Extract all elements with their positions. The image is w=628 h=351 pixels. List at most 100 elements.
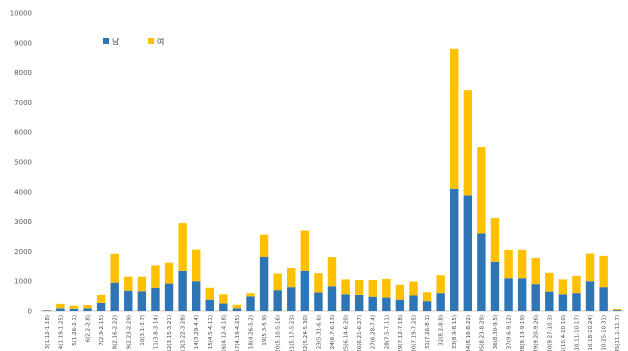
bar-segment-female <box>219 294 228 304</box>
bar-segment-male <box>572 293 581 311</box>
bar-segment-male <box>545 291 554 311</box>
bar-segment-female <box>599 255 608 288</box>
bar-segment-female <box>490 218 500 262</box>
bar-segment-female <box>314 273 323 293</box>
bar-segment-male <box>314 292 323 311</box>
bar-segment-female <box>341 279 350 295</box>
bar-segment-female <box>164 262 174 284</box>
x-tick-label: 13(3.22-3.28) <box>181 315 187 351</box>
x-tick-label: 26(6.21-6.27) <box>357 315 363 351</box>
bar-segment-female <box>300 230 310 271</box>
bar-segment-male <box>504 278 513 311</box>
bar-segment-female <box>436 275 445 294</box>
y-tick-label: 2000 <box>14 248 32 256</box>
x-tick-label: 17(4.19-4.25) <box>235 315 241 351</box>
y-tick-label: 0 <box>28 308 32 316</box>
bar-segment-female <box>259 234 269 257</box>
x-axis-labels: 3(1.12-1.18) 4(1.19-1.25) 5(1.26-2.1) 6(2.2… <box>45 315 621 351</box>
bar-segment-female <box>287 268 296 288</box>
x-tick-label: 27(6.28-7.4) <box>371 315 377 349</box>
bar-segment-male <box>191 281 201 311</box>
bar-segment-female <box>191 249 201 282</box>
x-tick-label: 18(4.26-5.2) <box>249 315 255 349</box>
bar-segment-female <box>545 272 554 292</box>
bar-segment-male <box>164 283 174 311</box>
bar-segment-male <box>585 281 595 311</box>
legend-label: 남 <box>112 38 120 47</box>
x-tick-label: 45(11.1-11.7) <box>615 315 621 351</box>
x-tick-label: 42(10.11-10.17) <box>574 315 580 351</box>
bar-segment-male <box>450 188 459 311</box>
bar-segment-male <box>205 299 214 311</box>
bar-segment-female <box>382 278 391 298</box>
x-tick-label: 28(7.5-7.11) <box>384 315 390 349</box>
bar-segment-male <box>110 282 119 311</box>
bar-segment-male <box>178 270 187 311</box>
bar-segment-male <box>56 308 65 311</box>
x-tick-label: 31(7.26-8.1) <box>425 315 431 349</box>
x-tick-label: 40(9.27-10.3) <box>547 315 553 351</box>
bar-segment-female <box>477 147 486 234</box>
bar-segment-female <box>531 257 540 285</box>
bar-segment-female <box>450 48 459 189</box>
bar-segment-male <box>124 290 133 311</box>
bar-segment-male <box>409 295 418 311</box>
bar-segment-female <box>151 265 160 288</box>
y-tick-label: 5000 <box>14 159 32 167</box>
bar-segment-female <box>409 281 418 296</box>
x-tick-label: 4(1.19-1.25) <box>58 315 64 349</box>
x-tick-label: 30(7.19-7.25) <box>411 315 417 351</box>
x-tick-label: 44(10.25-10.31) <box>602 315 608 351</box>
bar-segment-male <box>219 303 228 311</box>
bar-segment-female <box>246 293 255 297</box>
bar-segment-male <box>558 294 568 311</box>
bar-segment-male <box>613 310 622 311</box>
x-tick-label: 35(8.23-8.29) <box>479 315 485 351</box>
y-tick-label: 10000 <box>10 10 32 18</box>
x-tick-label: 6(2.2-2.8) <box>86 315 92 342</box>
x-tick-label: 32(8.2-8.8) <box>439 315 445 346</box>
x-tick-label: 11(3.8-3.14) <box>153 315 159 349</box>
bar-segment-female <box>585 253 595 282</box>
x-tick-label: 15(4.5-4.11) <box>208 315 214 349</box>
bar-segment-female <box>137 276 147 292</box>
bar-segment-male <box>477 233 486 311</box>
bar-segment-male <box>327 286 337 311</box>
bar-segment-male <box>300 270 310 311</box>
bar-segment-female <box>110 253 119 283</box>
x-tick-label: 43(10.18-10.24) <box>588 315 594 351</box>
bar-segment-female <box>124 276 133 291</box>
x-tick-label: 41(10.4-10.10) <box>561 315 567 351</box>
x-tick-label: 23(5.31-6.6) <box>316 315 322 349</box>
x-tick-label: 39(9.20-9.26) <box>534 315 540 351</box>
x-tick-label: 16(4.12-4.18) <box>221 315 227 351</box>
bar-segment-male <box>517 278 527 311</box>
y-axis: 0 1000 2000 3000 4000 5000 6000 7000 8000 9000 100… <box>10 10 32 316</box>
x-tick-label: 5(1.26-2.1) <box>72 315 78 346</box>
bar-segment-male <box>354 294 364 311</box>
bar-segment-male <box>137 291 147 311</box>
bar-segment-female <box>327 257 337 287</box>
x-tick-label: 29(7.12-7.18) <box>398 315 404 351</box>
legend-swatch <box>103 38 109 44</box>
bar-segment-female <box>96 294 106 303</box>
bar-segment-male <box>422 301 432 311</box>
bar-segment-male <box>42 310 51 311</box>
bar-segment-female <box>504 249 513 279</box>
legend-label: 여 <box>157 37 164 47</box>
x-tick-label: 9(2.23-2.29) <box>126 315 132 349</box>
bar-segment-male <box>246 296 255 311</box>
bar-segment-female <box>56 303 65 309</box>
x-tick-label: 8(2.16-2.22) <box>113 315 119 349</box>
bar-segment-male <box>341 294 350 311</box>
bar-segment-male <box>368 296 377 311</box>
y-tick-label: 9000 <box>14 39 32 47</box>
bar-segment-male <box>273 290 282 311</box>
y-tick-label: 7000 <box>14 99 32 107</box>
bar-segment-male <box>232 308 242 311</box>
y-tick-label: 1000 <box>14 278 32 286</box>
bar-segment-male <box>531 284 540 311</box>
x-tick-label: 36(8.30-9.5) <box>493 315 499 349</box>
bar-segment-female <box>613 308 622 311</box>
